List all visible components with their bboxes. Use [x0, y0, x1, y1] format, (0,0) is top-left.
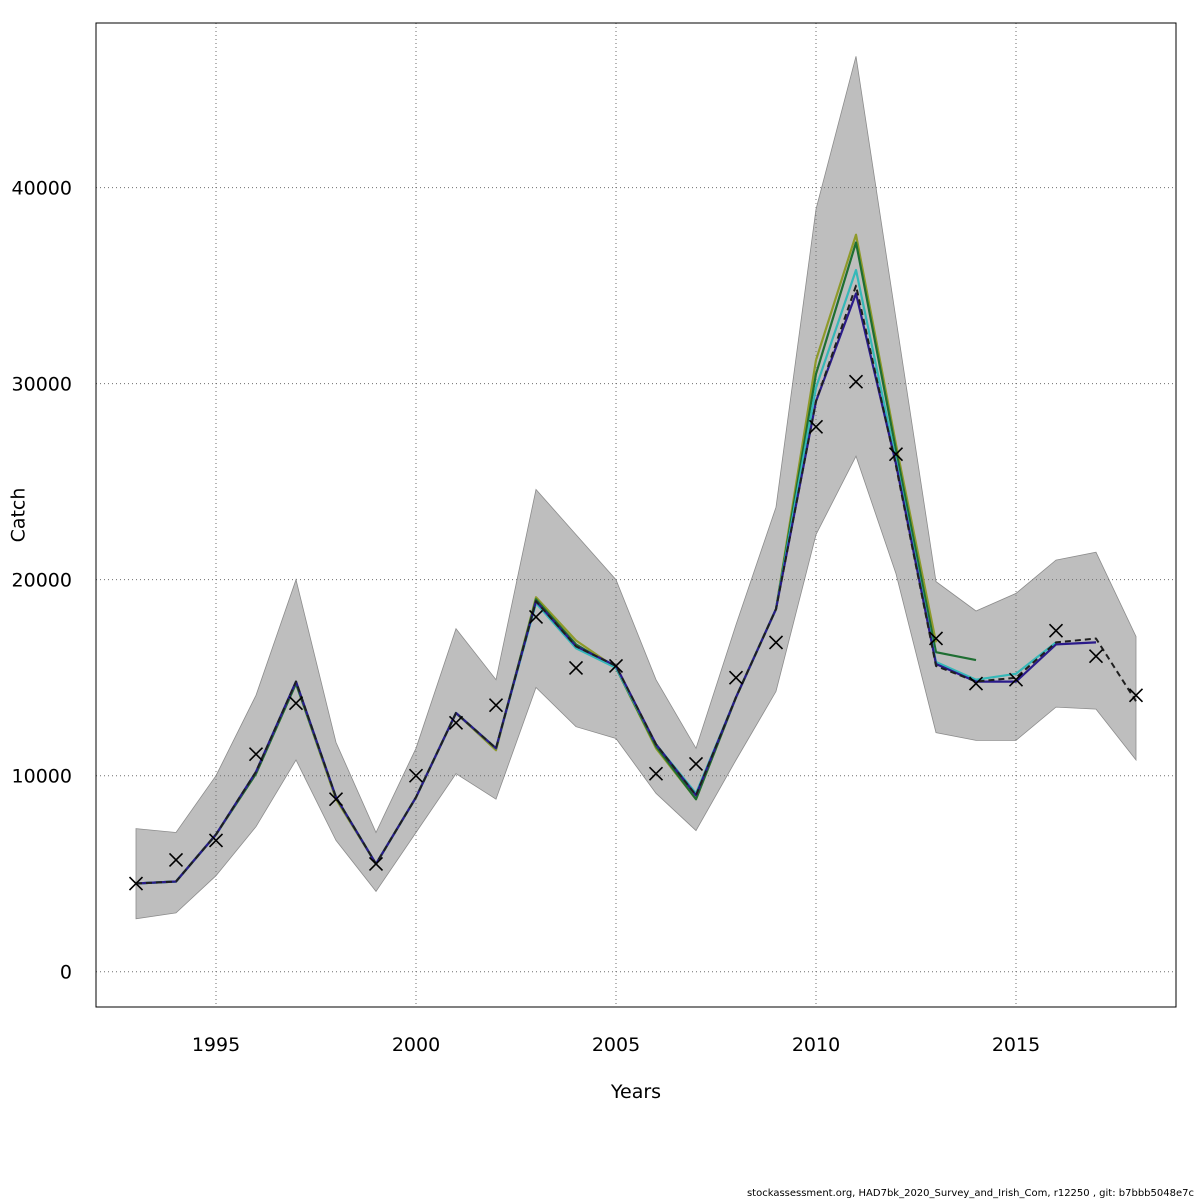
- y-tick-label-30000: 30000: [12, 374, 72, 396]
- y-axis: 0 10000 20000 30000 40000: [12, 178, 72, 984]
- observed-point-2009: [768, 635, 784, 650]
- observed-point-2002: [488, 698, 504, 713]
- observed-point-2004: [568, 660, 584, 675]
- observed-point-2008: [728, 670, 744, 685]
- x-tick-label-2005: 2005: [592, 1034, 640, 1056]
- observed-point-1994: [168, 852, 184, 868]
- observed-point-1997: [288, 696, 304, 711]
- observed-point-2010: [808, 419, 824, 434]
- observed-point-2005: [608, 658, 624, 673]
- observed-point-2000: [408, 768, 424, 783]
- x-tick-label-2010: 2010: [792, 1034, 840, 1056]
- observed-point-2014: [968, 676, 984, 691]
- observed-points-layer: [128, 374, 1144, 891]
- y-axis-title: Catch: [8, 488, 30, 543]
- observed-point-1998: [328, 792, 344, 807]
- y-tick-label-0: 0: [60, 962, 72, 984]
- plot-frame: [95, 22, 1177, 1008]
- x-tick-label-2000: 2000: [392, 1034, 440, 1056]
- observed-point-2018: [1128, 688, 1144, 703]
- observed-point-2017: [1088, 649, 1104, 664]
- x-axis: 1995 2000 2005 2010 2015: [192, 1034, 1040, 1056]
- observed-point-1993: [128, 876, 144, 891]
- observed-point-1995: [208, 833, 224, 848]
- observed-point-2012: [888, 447, 904, 462]
- confidence-band-layer: [135, 56, 1137, 920]
- observed-point-2016: [1048, 623, 1064, 638]
- observed-point-1996: [248, 747, 264, 762]
- x-tick-label-1995: 1995: [192, 1034, 240, 1056]
- grid-layer: [96, 23, 1176, 1007]
- series-layer: [135, 233, 1137, 885]
- observed-point-2015: [1008, 672, 1024, 687]
- footer-source-text: stockassessment.org, HAD7bk_2020_Survey_…: [746, 1188, 1194, 1199]
- series-line-1: [135, 284, 1137, 885]
- observed-point-2011: [848, 374, 864, 389]
- confidence-band: [135, 56, 1137, 920]
- x-tick-label-2015: 2015: [992, 1034, 1040, 1056]
- y-tick-label-10000: 10000: [12, 766, 72, 788]
- y-tick-label-40000: 40000: [12, 178, 72, 200]
- observed-point-2013: [928, 631, 944, 646]
- observed-point-2003: [528, 609, 544, 624]
- observed-point-2001: [448, 715, 464, 730]
- observed-point-2006: [648, 766, 664, 781]
- x-axis-title: Years: [610, 1081, 661, 1103]
- observed-point-2007: [688, 756, 704, 772]
- y-tick-label-20000: 20000: [12, 570, 72, 592]
- observed-point-1999: [368, 856, 384, 871]
